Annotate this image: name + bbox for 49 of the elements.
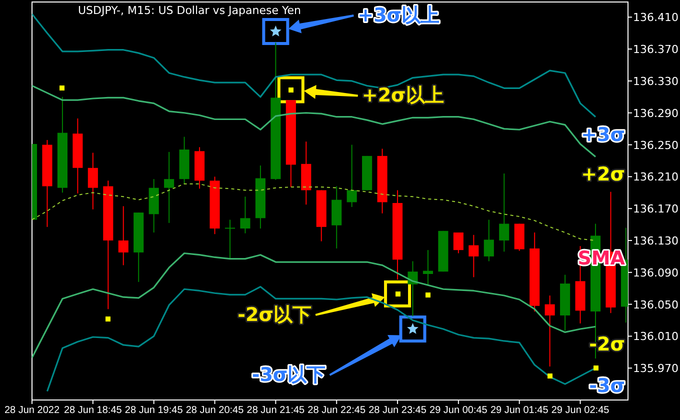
candlestick — [484, 219, 494, 262]
y-tick-label: 135.970 — [633, 362, 678, 376]
annotation: -2σ以下 — [238, 304, 312, 326]
candlestick — [346, 144, 357, 208]
series-label: +2σ — [581, 164, 625, 186]
point — [426, 292, 430, 298]
x-tick-label: 29 Jun 01:45 — [490, 405, 549, 416]
candlestick — [240, 196, 250, 234]
candlestick — [224, 219, 236, 260]
candlestick — [164, 151, 174, 224]
y-tick-label: 136.170 — [633, 202, 678, 216]
candlestick — [118, 206, 128, 266]
annotation: -3σ以下 — [252, 364, 326, 386]
y-tick-label: 136.090 — [633, 266, 678, 280]
annotation: +3σ以上 — [358, 4, 440, 27]
x-tick-label: 28 Jun 20:45 — [186, 405, 244, 416]
candlestick — [408, 260, 418, 317]
y-tick-label: 136.010 — [633, 330, 678, 344]
candlestick — [88, 152, 98, 210]
series-label: -2σ — [589, 334, 625, 356]
point — [60, 86, 64, 90]
y-tick-label: 136.050 — [633, 298, 678, 312]
x-tick-label: 29 Jun 00:45 — [430, 405, 488, 416]
candlestick — [453, 232, 464, 254]
y-tick-label: 136.370 — [633, 43, 678, 56]
annotation: +2σ以上 — [362, 84, 444, 107]
x-tick-label: 28 Jun 22:45 — [308, 405, 366, 416]
candlestick — [422, 250, 434, 286]
x-tick-label: 28 Jun 21:45 — [246, 405, 306, 416]
x-tick-label: 29 Jun 02:45 — [551, 405, 610, 416]
candlestick — [499, 172, 510, 252]
series-label: +3σ — [581, 124, 625, 146]
point — [548, 374, 552, 378]
x-tick-label: 28 Jun 2022 — [4, 405, 60, 416]
candlestick — [544, 295, 555, 367]
series-label: -3σ — [589, 375, 625, 398]
y-tick-label: 136.410 — [633, 11, 678, 24]
x-tick-label: 28 Jun 18:45 — [64, 405, 122, 416]
y-tick-label: 136.330 — [633, 74, 678, 88]
y-tick-label: 136.250 — [633, 138, 678, 152]
point — [594, 366, 598, 370]
x-tick-label: 28 Jun 19:45 — [124, 405, 184, 416]
x-tick-label: 28 Jun 23:45 — [368, 405, 427, 416]
y-tick-label: 136.130 — [633, 234, 678, 248]
chart-title: USDJPY-, M15: US Dollar vs Japanese Yen — [78, 4, 302, 17]
y-tick-label: 136.210 — [633, 170, 678, 184]
point — [106, 316, 110, 322]
candlestick — [468, 234, 479, 278]
y-tick-label: 136.290 — [633, 106, 678, 120]
